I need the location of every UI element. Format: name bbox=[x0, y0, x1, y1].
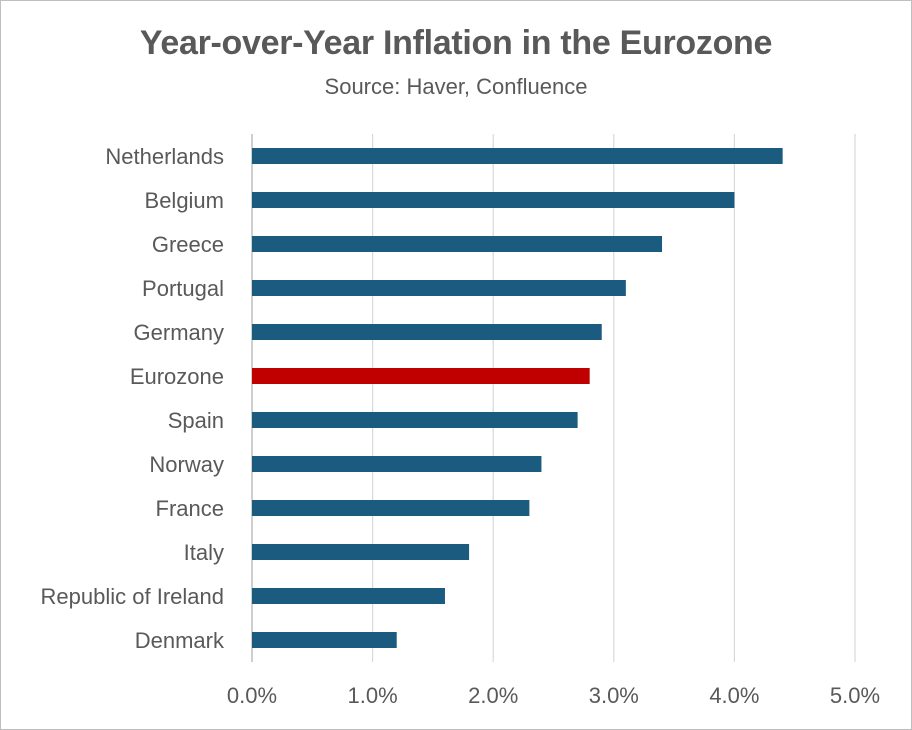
category-label-norway: Norway bbox=[149, 452, 224, 477]
category-label-denmark: Denmark bbox=[135, 628, 225, 653]
chart-title: Year-over-Year Inflation in the Eurozone bbox=[139, 24, 773, 62]
category-label-italy: Italy bbox=[184, 540, 224, 565]
category-labels: Netherlands Belgium Greece Portugal Germany E… bbox=[41, 144, 225, 653]
bar-france bbox=[252, 500, 530, 516]
bar-belgium bbox=[252, 192, 735, 208]
x-tick-label: 3.0% bbox=[589, 683, 639, 708]
bar-norway bbox=[252, 456, 542, 472]
category-label-spain: Spain bbox=[168, 408, 224, 433]
bar-greece bbox=[252, 236, 663, 252]
category-label-portugal: Portugal bbox=[142, 276, 224, 301]
x-tick-label: 1.0% bbox=[348, 683, 398, 708]
category-label-germany: Germany bbox=[134, 320, 224, 345]
bar-italy bbox=[252, 544, 470, 560]
chart-subtitle: Source: Haver, Confluence bbox=[324, 74, 588, 99]
bars bbox=[252, 148, 783, 648]
x-tick-label: 4.0% bbox=[709, 683, 759, 708]
category-label-belgium: Belgium bbox=[145, 188, 224, 213]
bar-netherlands bbox=[252, 148, 783, 164]
bar-germany bbox=[252, 324, 602, 340]
category-label-greece: Greece bbox=[152, 232, 224, 257]
bar-spain bbox=[252, 412, 578, 428]
x-tick-label: 0.0% bbox=[227, 683, 277, 708]
bar-eurozone bbox=[252, 368, 590, 384]
gridlines bbox=[251, 134, 856, 662]
category-label-netherlands: Netherlands bbox=[105, 144, 224, 169]
x-tick-label: 2.0% bbox=[468, 683, 518, 708]
category-label-eurozone: Eurozone bbox=[130, 364, 224, 389]
x-tick-label: 5.0% bbox=[830, 683, 880, 708]
bar-denmark bbox=[252, 632, 397, 648]
category-label-france: France bbox=[156, 496, 224, 521]
category-label-republic-of-ireland: Republic of Ireland bbox=[41, 584, 224, 609]
bar-portugal bbox=[252, 280, 626, 296]
x-tick-labels: 0.0% 1.0% 2.0% 3.0% 4.0% 5.0% bbox=[227, 683, 880, 708]
bar-republic-of-ireland bbox=[252, 588, 445, 604]
